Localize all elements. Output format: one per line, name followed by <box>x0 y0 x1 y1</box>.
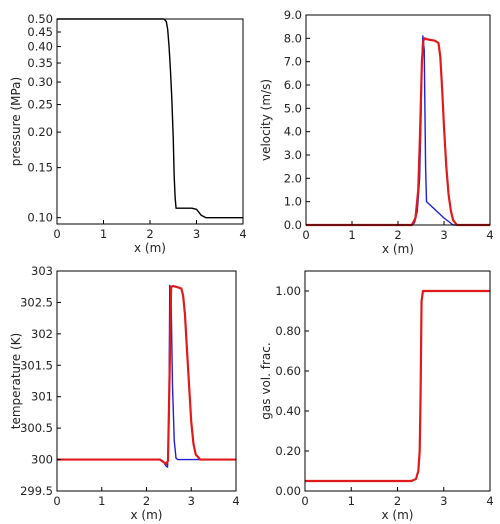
gas-fraction-y-tick-label: 0.20 <box>275 444 301 458</box>
gas-fraction-x-tick-label: 2 <box>394 494 401 508</box>
velocity-y-tick-label: 5.0 <box>284 101 302 115</box>
pressure-y-tick-label: 0.35 <box>27 56 53 70</box>
gas-fraction-y-tick-label: 1.00 <box>275 284 301 298</box>
temperature-y-tick-label: 300.5 <box>20 421 53 435</box>
velocity-y-tick-label: 8.0 <box>284 31 302 45</box>
temperature-y-tick-label: 302 <box>31 327 53 341</box>
velocity-series-line-1 <box>306 35 490 226</box>
pressure-series-line-1 <box>57 18 243 219</box>
pressure-x-axis-label: x (m) <box>134 241 166 255</box>
temperature-x-tick-label: 0 <box>53 494 60 508</box>
temperature-y-tick-label: 303 <box>31 264 53 278</box>
pressure-y-tick-label: 0.10 <box>27 211 53 225</box>
gas-fraction-y-tick-label: 0.00 <box>275 484 301 498</box>
velocity-y-tick-label: 6.0 <box>284 78 302 92</box>
temperature-chart: 0 1 2 3 4 299.5 300 300.5 301 301.5 302 302.5 303 x (… <box>9 264 240 522</box>
temperature-y-tick-label: 302.5 <box>20 295 53 309</box>
gas-fraction-chart: 0 1 2 3 4 0.00 0.20 0.40 0.60 0.80 1.00 x (m) gas vo… <box>259 270 494 522</box>
pressure-y-tick-label: 0.40 <box>27 40 53 54</box>
velocity-y-tick-label: 1.0 <box>284 195 302 209</box>
velocity-x-tick-label: 1 <box>348 228 355 242</box>
temperature-y-tick-label: 301.5 <box>20 358 53 372</box>
velocity-axes-frame <box>305 14 491 226</box>
pressure-x-tick-label: 4 <box>239 227 246 241</box>
velocity-x-axis-label: x (m) <box>382 242 414 256</box>
pressure-y-axis-label: pressure (MPa) <box>9 77 23 166</box>
gas-fraction-x-tick-label: 3 <box>440 494 447 508</box>
gas-fraction-x-tick-label: 1 <box>348 494 355 508</box>
gas-fraction-y-tick-label: 0.80 <box>275 324 301 338</box>
temperature-axes-frame <box>56 270 237 492</box>
velocity-x-tick-label: 2 <box>394 228 401 242</box>
temperature-x-tick-label: 1 <box>98 494 105 508</box>
velocity-y-axis-label: velocity (m/s) <box>259 79 273 161</box>
gas-fraction-x-tick-label: 0 <box>301 494 308 508</box>
gas-fraction-x-axis-label: x (m) <box>382 508 414 522</box>
pressure-y-tick-label: 0.25 <box>27 98 53 112</box>
temperature-y-tick-label: 301 <box>31 390 53 404</box>
temperature-y-tick-label: 299.5 <box>20 484 53 498</box>
gas-fraction-axes-frame <box>304 270 491 492</box>
gas-fraction-x-tick-label: 4 <box>486 494 493 508</box>
temperature-y-axis-label: temperature (K) <box>9 333 23 429</box>
pressure-y-tick-label: 0.50 <box>27 12 53 26</box>
velocity-y-tick-label: 0.0 <box>284 218 302 232</box>
pressure-x-tick-label: 2 <box>146 227 153 241</box>
velocity-chart: 0 1 2 3 4 0.0 1.0 2.0 3.0 4.0 5.0 6.0 7.0 8.0 9.0 x (m)… <box>259 8 494 256</box>
pressure-y-tick-label: 0.15 <box>27 161 53 175</box>
velocity-y-tick-label: 7.0 <box>284 55 302 69</box>
velocity-x-tick-label: 3 <box>440 228 447 242</box>
gas-fraction-series-line-1 <box>305 290 490 482</box>
velocity-y-tick-label: 3.0 <box>284 148 302 162</box>
pressure-y-tick-label: 0.20 <box>27 125 53 139</box>
velocity-y-tick-label: 9.0 <box>284 8 302 22</box>
temperature-x-tick-label: 3 <box>188 494 195 508</box>
pressure-chart: 0 1 2 3 4 0.10 0.15 0.20 0.25 0.30 0.35 0.400.450.5… <box>9 12 247 255</box>
temperature-series-line-2 <box>57 284 236 466</box>
gas-fraction-y-axis-label: gas vol. frac. <box>259 342 273 419</box>
pressure-x-tick-label: 3 <box>193 227 200 241</box>
gas-fraction-y-tick-label: 0.40 <box>275 404 301 418</box>
pressure-axes-frame <box>56 18 244 225</box>
temperature-series-line-1 <box>57 284 236 468</box>
velocity-x-tick-label: 4 <box>486 228 493 242</box>
velocity-series-line-2 <box>306 37 490 227</box>
gas-fraction-series-line-2 <box>305 289 490 483</box>
pressure-x-tick-label: 1 <box>100 227 107 241</box>
gas-fraction-y-tick-label: 0.60 <box>275 364 301 378</box>
temperature-x-tick-label: 4 <box>232 494 239 508</box>
pressure-y-tick-label: 0.30 <box>27 75 53 89</box>
pressure-x-tick-label: 0 <box>53 227 60 241</box>
velocity-y-tick-label: 2.0 <box>284 171 302 185</box>
temperature-y-tick-label: 300 <box>31 453 53 467</box>
temperature-x-axis-label: x (m) <box>131 508 163 522</box>
pressure-y-tick-label: 0.45 <box>27 25 53 39</box>
velocity-x-tick-label: 0 <box>302 228 309 242</box>
velocity-y-tick-label: 4.0 <box>284 125 302 139</box>
temperature-x-tick-label: 2 <box>143 494 150 508</box>
